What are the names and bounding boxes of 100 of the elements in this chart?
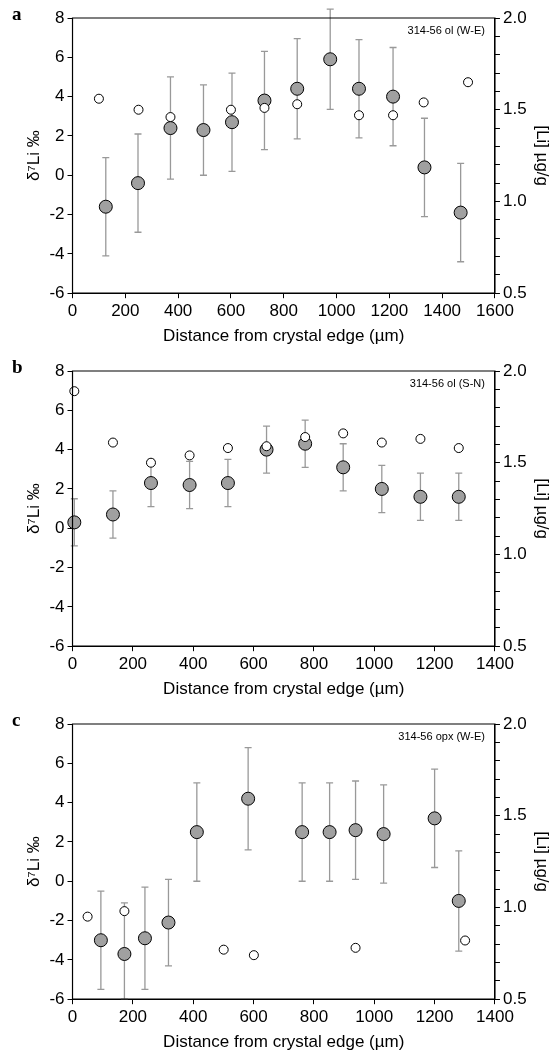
y-tick-label: 4 xyxy=(55,86,65,106)
x-tick-label: 1400 xyxy=(423,301,462,321)
point xyxy=(241,791,256,806)
point xyxy=(300,432,311,443)
point xyxy=(82,911,93,922)
y-tick-label: 0 xyxy=(55,164,65,184)
point xyxy=(463,77,474,88)
x-tick-label: 400 xyxy=(163,301,193,321)
x-tick-label: 200 xyxy=(118,654,148,674)
y-axis-title: δ⁷Li ‰ xyxy=(23,836,43,887)
x-axis-title: Distance from crystal edge (µm) xyxy=(163,1032,405,1052)
point xyxy=(348,823,363,838)
chart-title: c xyxy=(12,709,21,731)
point xyxy=(224,115,239,130)
annotation: 314-56 ol (W-E) xyxy=(407,23,485,36)
point xyxy=(218,944,229,955)
point xyxy=(259,102,270,113)
point xyxy=(261,441,272,452)
point xyxy=(117,946,132,961)
point xyxy=(413,489,428,504)
point xyxy=(453,443,464,454)
x-tick-label: 600 xyxy=(239,1007,268,1027)
x-tick-label: 600 xyxy=(216,301,246,321)
y2-tick-label: 1.5 xyxy=(502,452,527,472)
x-tick-label: 800 xyxy=(299,654,329,674)
point xyxy=(67,515,82,530)
y-tick-label: 4 xyxy=(55,439,65,459)
point xyxy=(290,81,305,96)
y-tick-label: 6 xyxy=(55,400,65,419)
y-tick-label: -4 xyxy=(49,949,65,969)
y-tick-label: -2 xyxy=(49,557,65,577)
point xyxy=(295,825,310,840)
y-tick-label: -6 xyxy=(49,635,65,655)
x-tick-label: 200 xyxy=(118,1007,148,1027)
point xyxy=(292,99,303,110)
point xyxy=(323,52,338,67)
y-tick-label: -2 xyxy=(49,204,65,224)
x-tick-label: 1400 xyxy=(476,1007,514,1027)
x-tick-label: 1000 xyxy=(355,654,394,674)
x-tick-label: 1200 xyxy=(415,654,454,674)
point xyxy=(220,476,235,491)
chart-title: a xyxy=(12,3,22,25)
y-axis-title: δ⁷Li ‰ xyxy=(23,483,43,534)
y2-tick-label: 2.0 xyxy=(502,713,527,733)
y2-axis-title: [Li] µg/g xyxy=(533,478,553,540)
point xyxy=(98,199,113,214)
y2-tick-label: 0.5 xyxy=(502,635,527,655)
point xyxy=(451,489,466,504)
point xyxy=(133,104,144,115)
x-axis-title: Distance from crystal edge (µm) xyxy=(163,679,405,699)
point xyxy=(322,825,337,840)
point xyxy=(453,205,468,220)
point xyxy=(161,915,176,930)
point xyxy=(184,450,195,461)
y-tick-label: -4 xyxy=(49,596,65,616)
y2-tick-label: 1.0 xyxy=(502,544,527,564)
y-tick-label: -2 xyxy=(49,910,65,930)
point xyxy=(351,81,366,96)
point xyxy=(427,811,442,826)
point xyxy=(418,97,429,108)
y-tick-label: 6 xyxy=(55,753,65,772)
point xyxy=(145,457,156,468)
point xyxy=(415,433,426,444)
point xyxy=(248,950,259,961)
y-tick-label: 2 xyxy=(55,478,65,498)
y-tick-label: -6 xyxy=(49,282,65,302)
point xyxy=(137,931,152,946)
y-tick-label: 0 xyxy=(55,517,65,537)
y-axis-title: δ⁷Li ‰ xyxy=(23,130,43,181)
y-tick-label: 8 xyxy=(55,360,65,380)
point xyxy=(225,104,236,115)
x-axis-title: Distance from crystal edge (µm) xyxy=(163,326,405,346)
point xyxy=(374,481,389,496)
point xyxy=(417,160,432,175)
x-tick-label: 1000 xyxy=(355,1007,394,1027)
y-tick-label: -4 xyxy=(49,243,65,263)
y-tick-label: 6 xyxy=(55,47,65,66)
x-tick-label: 1400 xyxy=(476,654,514,674)
point xyxy=(93,93,104,104)
point xyxy=(451,893,466,908)
chart-title: b xyxy=(12,356,23,378)
point xyxy=(189,825,204,840)
point xyxy=(131,176,145,191)
point xyxy=(93,933,108,948)
y-tick-label: 4 xyxy=(55,792,65,812)
x-tick-label: 1000 xyxy=(317,301,356,321)
x-tick-label: 800 xyxy=(269,301,298,321)
y2-tick-label: 2.0 xyxy=(502,7,527,27)
y-tick-label: 2 xyxy=(55,831,65,851)
y2-tick-label: 1.0 xyxy=(502,191,527,211)
y2-tick-label: 1.0 xyxy=(502,897,527,917)
x-tick-label: 1200 xyxy=(415,1007,454,1027)
point xyxy=(388,110,399,121)
y2-tick-label: 0.5 xyxy=(502,282,527,302)
annotation: 314-56 opx (W-E) xyxy=(398,729,485,742)
x-tick-label: 800 xyxy=(299,1007,329,1027)
x-tick-label: 1200 xyxy=(370,301,409,321)
point xyxy=(105,507,120,522)
x-tick-label: 1600 xyxy=(476,301,514,321)
point xyxy=(163,121,178,136)
